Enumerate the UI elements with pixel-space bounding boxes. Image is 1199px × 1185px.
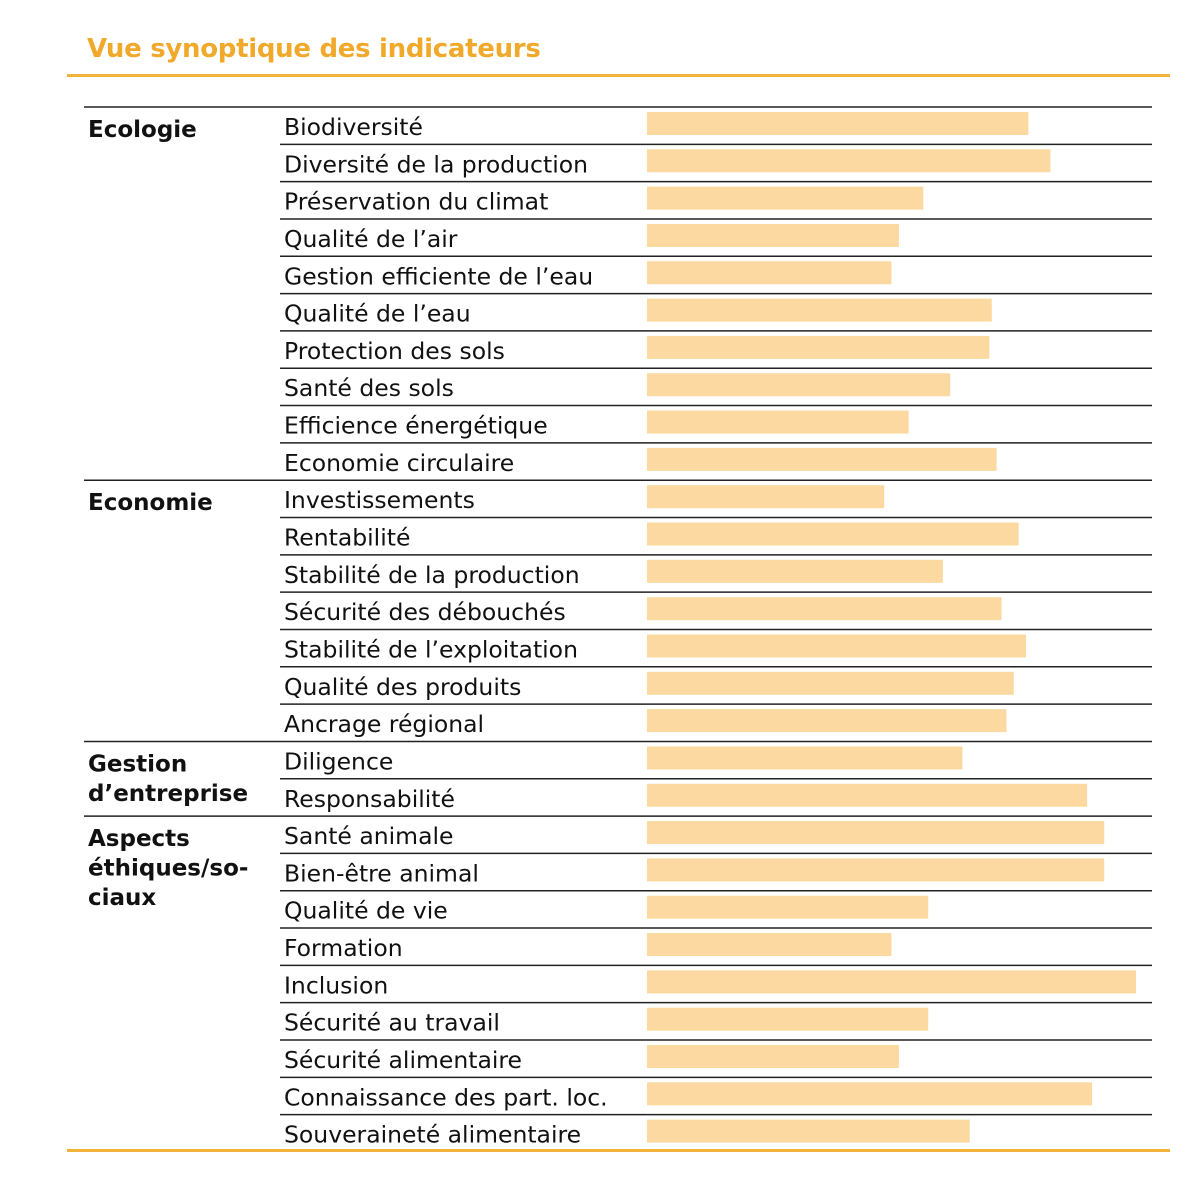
bar-souverainet-alimentaire <box>647 1119 970 1143</box>
category-label: Gestion <box>88 751 187 777</box>
bar-connaissance-des-part-loc- <box>647 1082 1092 1106</box>
chart-title: Vue synoptique des indicateurs <box>87 34 541 64</box>
indicator-label: Stabilité de la production <box>284 561 580 589</box>
bar-responsabilit- <box>647 783 1088 807</box>
bar-pr-servation-du-climat <box>647 186 924 210</box>
indicator-label: Qualité des produits <box>284 673 521 701</box>
bar-qualit-de-l-eau <box>647 298 992 322</box>
category-label: ciaux <box>88 885 156 911</box>
indicator-label: Souveraineté alimentaire <box>284 1121 581 1149</box>
indicator-label: Qualité de l’eau <box>284 300 471 328</box>
bar-economie-circulaire <box>647 447 997 471</box>
indicator-label: Protection des sols <box>284 337 505 365</box>
indicator-label: Qualité de vie <box>284 897 448 925</box>
bar-s-curit-alimentaire <box>647 1045 899 1068</box>
category-label: d’entreprise <box>88 781 248 807</box>
indicator-label: Connaissance des part. loc. <box>284 1083 608 1111</box>
bar-s-curit-des-d-bouch-s <box>647 597 1002 621</box>
indicator-label: Santé animale <box>284 822 453 850</box>
indicator-label: Bien-être animal <box>284 859 479 887</box>
category-label: Economie <box>88 490 213 516</box>
indicator-label: Stabilité de l’exploitation <box>284 635 578 663</box>
indicator-label: Sécurité des débouchés <box>284 598 566 626</box>
bar-protection-des-sols <box>647 335 990 359</box>
bar-diversit-de-la-production <box>647 149 1051 173</box>
bar-sant-des-sols <box>647 373 951 397</box>
bar-stabilit-de-l-exploitation <box>647 634 1026 658</box>
indicator-label: Diversité de la production <box>284 150 588 178</box>
bar-inclusion <box>647 970 1136 994</box>
indicator-label: Préservation du climat <box>284 188 548 216</box>
indicator-label: Sécurité alimentaire <box>284 1046 522 1074</box>
bar-qualit-de-vie <box>647 895 929 919</box>
bottom-accent-rule <box>67 1149 1170 1152</box>
bar-stabilit-de-la-production <box>647 559 943 583</box>
bar-sant-animale <box>647 821 1105 845</box>
indicator-label: Biodiversité <box>284 113 423 141</box>
bar-qualit-des-produits <box>647 671 1014 695</box>
indicator-label: Investissements <box>284 486 475 514</box>
indicator-label: Diligence <box>284 747 393 775</box>
bar-efficience-nerg-tique <box>647 410 909 434</box>
indicator-label: Gestion efficiente de l’eau <box>284 262 593 290</box>
bar-s-curit-au-travail <box>647 1007 929 1031</box>
bar-qualit-de-l-air <box>647 223 899 247</box>
indicator-label: Inclusion <box>284 971 388 999</box>
bar-investissements <box>647 485 885 509</box>
indicator-label: Santé des sols <box>284 374 454 402</box>
indicator-label: Formation <box>284 934 403 962</box>
top-accent-rule <box>67 74 1170 77</box>
indicator-label: Ancrage régional <box>284 710 484 738</box>
bar-rentabilit- <box>647 522 1019 546</box>
indicator-label: Economie circulaire <box>284 449 514 477</box>
category-label: Aspects <box>88 826 190 852</box>
bar-diligence <box>647 746 963 770</box>
indicator-label: Rentabilité <box>284 524 410 552</box>
category-label: éthiques/so- <box>88 856 248 882</box>
bar-formation <box>647 933 892 957</box>
bar-bien-tre-animal <box>647 858 1105 882</box>
indicator-label: Qualité de l’air <box>284 225 458 253</box>
indicator-label: Efficience énergétique <box>284 412 548 440</box>
bar-ancrage-r-gional <box>647 709 1007 733</box>
indicator-label: Responsabilité <box>284 785 455 813</box>
category-label: Ecologie <box>88 117 197 143</box>
indicator-label: Sécurité au travail <box>284 1009 500 1037</box>
bar-biodiversit- <box>647 112 1029 135</box>
bar-gestion-efficiente-de-l-eau <box>647 261 892 285</box>
